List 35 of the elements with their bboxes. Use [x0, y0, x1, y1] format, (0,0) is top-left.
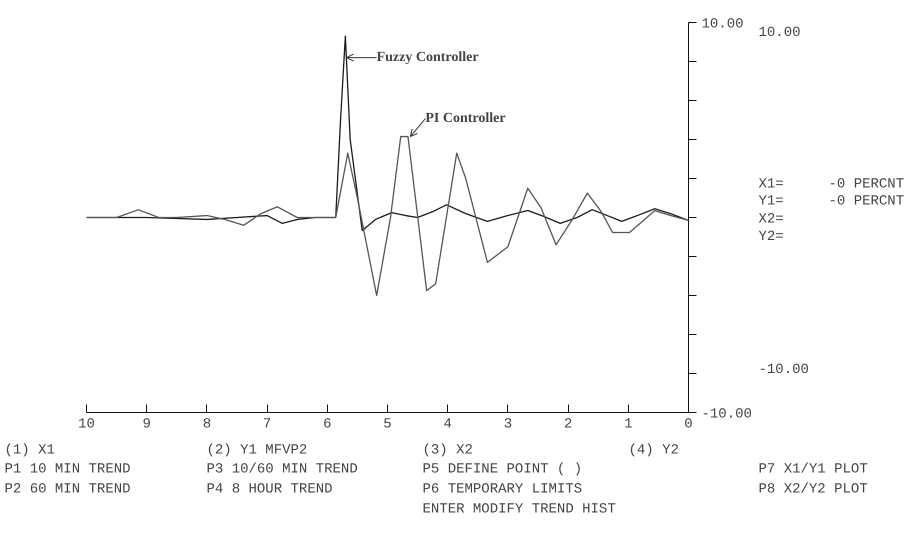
text: ENTER MODIFY TREND HIST: [422, 502, 616, 518]
text: Y1=: [758, 194, 784, 210]
text: P4 8 HOUR TREND: [206, 482, 333, 498]
text: -10.00: [758, 362, 809, 378]
text: P1 10 MIN TREND: [4, 462, 131, 478]
x-tick-label: 5: [383, 416, 392, 432]
text: (3) X2: [422, 442, 473, 458]
text: (2) Y1 MFVP2: [206, 442, 308, 458]
text: X2=: [758, 211, 784, 228]
annotation: Fuzzy Controller: [376, 50, 479, 66]
text: X1=: [758, 176, 784, 193]
text: P8 X2/Y2 PLOT: [758, 482, 868, 498]
x-tick-label: 1: [624, 416, 633, 432]
x-tick-label: 0: [684, 416, 693, 432]
x-tick-label: 6: [323, 416, 332, 432]
text: 10.00: [758, 25, 801, 42]
x-tick-label: 10: [78, 416, 95, 432]
x-tick-label: 4: [444, 416, 452, 432]
x-tick-label: 8: [202, 416, 212, 432]
text: P6 TEMPORARY LIMITS: [422, 482, 582, 498]
text: -0 PERCNT: [828, 176, 904, 193]
line-series: [86, 136, 688, 296]
text: -0 PERCNT: [828, 194, 904, 210]
x-tick-label: 3: [504, 416, 512, 432]
text: P5 DEFINE POINT ( ): [422, 462, 582, 478]
text: (4) Y2: [628, 442, 679, 458]
text: P7 X1/Y1 PLOT: [758, 462, 868, 478]
annotation: PI Controller: [425, 111, 506, 126]
text: P2 60 MIN TREND: [4, 482, 131, 498]
text: Y2=: [758, 229, 784, 246]
text: P3 10/60 MIN TREND: [206, 462, 358, 478]
text: (1) X1: [4, 442, 55, 458]
x-tick-label: 2: [564, 416, 572, 432]
x-tick-label: 9: [142, 416, 151, 432]
x-tick-label: 7: [262, 416, 272, 432]
